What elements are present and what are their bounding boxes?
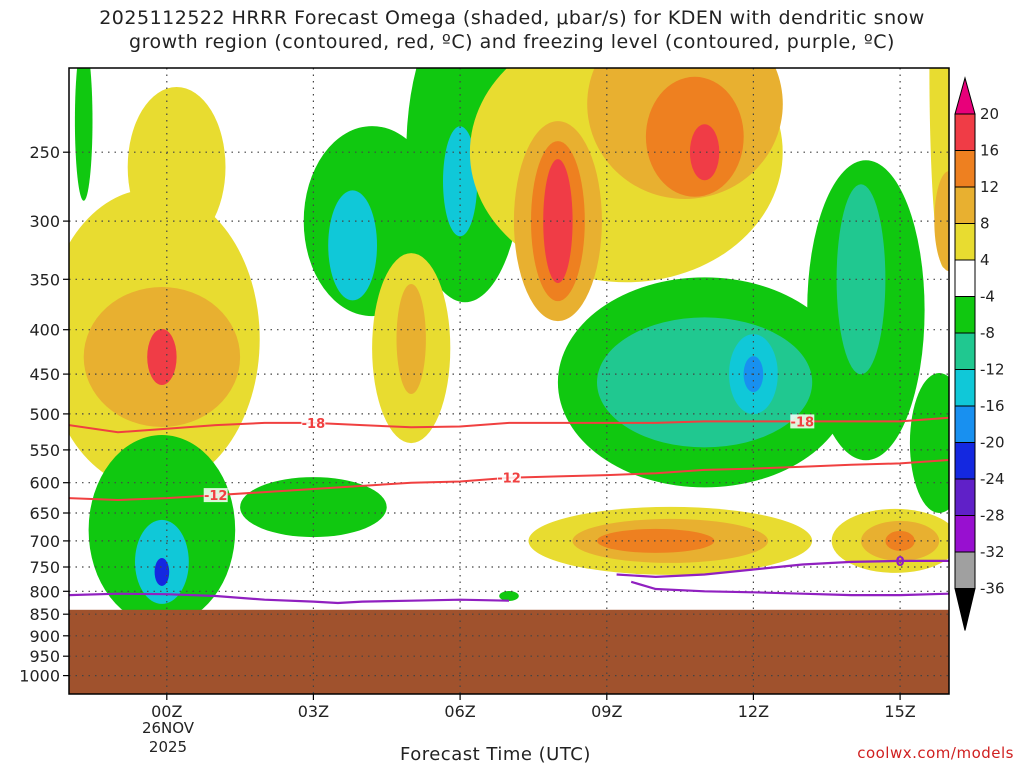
x-axis-ticks: 00Z 03Z 06Z 09Z 12Z 15Z <box>151 694 916 721</box>
ground-shading <box>69 609 949 694</box>
y-tick-label: 300 <box>29 212 60 231</box>
y-tick-label: 700 <box>29 532 60 551</box>
temperature-contour-label: -18 <box>302 417 326 432</box>
y-tick-label: 250 <box>29 143 60 162</box>
colorbar-label: -16 <box>980 397 1005 415</box>
colorbar-label: 16 <box>980 142 999 160</box>
y-tick-label: 600 <box>29 474 60 493</box>
x-axis-label: Forecast Time (UTC) <box>400 744 591 765</box>
omega-region <box>396 284 426 394</box>
colorbar-segment <box>954 551 976 589</box>
x-tick-label: 03Z <box>298 702 329 721</box>
date-label-year: 2025 <box>148 738 188 756</box>
colorbar-segment <box>954 150 976 188</box>
x-tick-label: 15Z <box>884 702 915 721</box>
colorbar-segment <box>954 113 976 151</box>
y-tick-label: 850 <box>29 605 60 624</box>
omega-region <box>154 558 170 586</box>
omega-region <box>885 530 915 551</box>
omega-region <box>597 528 715 553</box>
colorbar-cap-bottom <box>954 588 976 631</box>
omega-region <box>689 124 720 181</box>
colorbar-label: -4 <box>980 288 995 306</box>
y-tick-label: 350 <box>29 270 60 289</box>
omega-region <box>909 373 949 513</box>
colorbar-label: 20 <box>980 105 999 123</box>
omega-region <box>147 329 177 385</box>
title-line-2: growth region (contoured, red, ºC) and f… <box>129 31 895 53</box>
freezing-contour-label: 0 <box>896 555 905 570</box>
y-axis-ticks: 250 300 350 400 450 500 550 600 650 700 750 800 850 9… <box>19 143 69 686</box>
contour-lines: -18 -18 -12 -12 0 <box>69 414 949 605</box>
contour-label-bg <box>790 414 815 429</box>
colorbar-label: -8 <box>980 324 995 342</box>
colorbar-label: 4 <box>980 251 990 269</box>
y-tick-label: 550 <box>29 441 60 460</box>
y-tick-label: 1000 <box>19 667 60 686</box>
contour-label-bg <box>301 415 326 430</box>
colorbar: 20 16 12 8 4 -4 -8 -12 -16 -20 -24 -28 -32 -36 <box>954 76 1005 631</box>
ground-layer <box>69 609 949 694</box>
omega-region <box>74 68 93 201</box>
contour-label-bg <box>497 470 521 485</box>
omega-region <box>499 591 519 601</box>
omega-region <box>836 184 886 375</box>
colorbar-segment <box>954 369 976 407</box>
y-tick-label: 950 <box>29 647 60 666</box>
contour-label-bg <box>203 488 228 503</box>
x-tick-label: 00Z <box>151 702 182 721</box>
colorbar-label: 8 <box>980 215 990 233</box>
colorbar-label: -36 <box>980 580 1005 598</box>
colorbar-segment <box>954 259 976 297</box>
y-tick-label: 800 <box>29 582 60 601</box>
x-tick-label: 06Z <box>444 702 475 721</box>
colorbar-label: -28 <box>980 507 1005 525</box>
colorbar-segment <box>954 296 976 334</box>
colorbar-segment <box>954 223 976 261</box>
colorbar-label: -32 <box>980 543 1005 561</box>
temperature-contour-label: -12 <box>204 489 228 504</box>
colorbar-cap-top <box>954 76 976 115</box>
grid-lines <box>69 68 949 694</box>
omega-region <box>597 317 813 448</box>
colorbar-segment <box>954 442 976 480</box>
temperature-contour-label: -18 <box>791 415 815 430</box>
y-tick-label: 500 <box>29 405 60 424</box>
y-tick-label: 900 <box>29 627 60 646</box>
freezing-contour <box>630 580 949 597</box>
plot-area: -18 -18 -12 -12 0 <box>69 68 949 694</box>
colorbar-segment <box>954 186 976 224</box>
y-tick-label: 400 <box>29 321 60 340</box>
y-tick-label: 750 <box>29 558 60 577</box>
temperature-contour-label: -12 <box>497 472 521 487</box>
date-label-day: 26NOV <box>141 719 195 737</box>
credit-link[interactable]: coolwx.com/models <box>857 744 1014 762</box>
omega-region <box>443 126 478 237</box>
x-tick-label: 09Z <box>591 702 622 721</box>
freezing-contour <box>69 592 510 605</box>
colorbar-label: 12 <box>980 178 999 196</box>
omega-region <box>934 171 949 272</box>
x-tick-label: 12Z <box>738 702 769 721</box>
omega-region <box>328 190 377 301</box>
colorbar-label: -12 <box>980 361 1005 379</box>
colorbar-segment <box>954 478 976 516</box>
colorbar-label: -24 <box>980 470 1005 488</box>
omega-shading <box>69 68 949 625</box>
y-tick-label: 450 <box>29 365 60 384</box>
colorbar-segment <box>954 332 976 370</box>
colorbar-segment <box>954 515 976 553</box>
chart-title: 2025112522 HRRR Forecast Omega (shaded, … <box>0 6 1024 54</box>
omega-region <box>127 87 226 247</box>
colorbar-segment <box>954 405 976 443</box>
plot-frame <box>68 67 950 695</box>
y-tick-label: 650 <box>29 504 60 523</box>
freezing-contour <box>616 559 949 579</box>
colorbar-label: -20 <box>980 434 1005 452</box>
title-line-1: 2025112522 HRRR Forecast Omega (shaded, … <box>99 7 925 29</box>
